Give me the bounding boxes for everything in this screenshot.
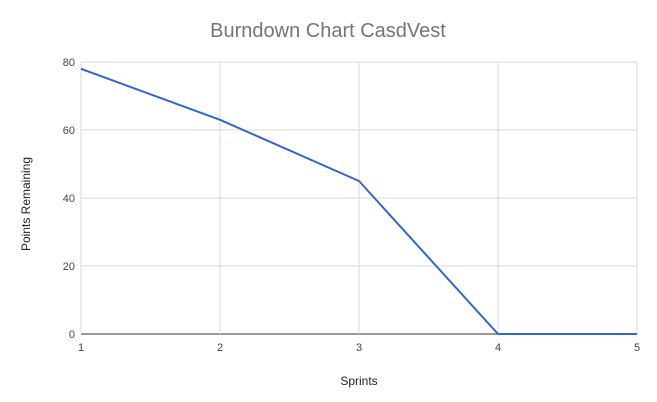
y-axis-title: Points Remaining: [19, 157, 33, 251]
gridlines: [80, 61, 638, 335]
x-tick-label: 4: [495, 342, 501, 354]
series-line: [80, 67, 637, 335]
tick-labels: 0 20 40 60 80 1 2 3 4 5: [63, 57, 640, 354]
x-tick-label: 2: [217, 342, 223, 354]
y-tick-label: 40: [63, 193, 75, 205]
y-tick-label: 60: [63, 125, 75, 137]
x-tick-label: 1: [78, 342, 84, 354]
y-tick-label: 0: [69, 329, 75, 341]
x-axis-title: Sprints: [340, 374, 377, 388]
series-layer: [80, 67, 637, 335]
x-tick-label: 5: [634, 342, 640, 354]
y-tick-label: 80: [63, 57, 75, 69]
x-tick-label: 3: [356, 342, 362, 354]
chart-title: Burndown Chart CasdVest: [210, 20, 446, 42]
y-tick-label: 20: [63, 261, 75, 273]
